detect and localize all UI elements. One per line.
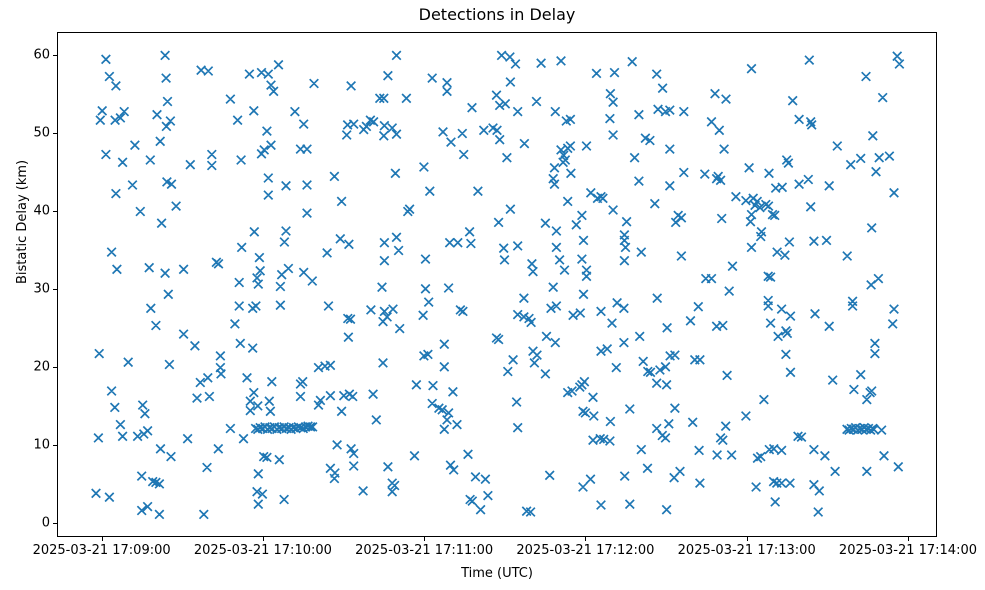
y-tick-label: 60 [33,47,50,63]
y-tick-label: 30 [33,281,50,297]
y-tick-label: 20 [33,359,50,375]
y-tick-label: 40 [33,203,50,219]
x-tick-mark [262,537,264,541]
y-tick-label: 0 [41,515,50,531]
x-tick-mark [746,537,748,541]
chart-title: Detections in Delay [418,5,576,24]
y-tick-mark [53,288,57,290]
x-tick-mark [585,537,587,541]
y-tick-mark [53,366,57,368]
x-tick-mark [424,537,426,541]
x-tick-label: 2025-03-21 17:11:00 [355,543,494,558]
x-axis-label: Time (UTC) [461,566,533,581]
x-tick-label: 2025-03-21 17:12:00 [516,543,655,558]
y-tick-label: 10 [33,437,50,453]
x-tick-label: 2025-03-21 17:09:00 [32,543,171,558]
y-tick-mark [53,522,57,524]
x-tick-mark [907,537,909,541]
x-tick-label: 2025-03-21 17:10:00 [193,543,332,558]
x-tick-mark [101,537,103,541]
plot-area [57,32,937,537]
y-tick-mark [53,54,57,56]
y-tick-mark [53,132,57,134]
y-tick-mark [53,444,57,446]
x-tick-label: 2025-03-21 17:14:00 [838,543,978,558]
y-tick-mark [53,210,57,212]
y-tick-label: 50 [33,125,50,141]
x-tick-label: 2025-03-21 17:13:00 [677,543,816,558]
